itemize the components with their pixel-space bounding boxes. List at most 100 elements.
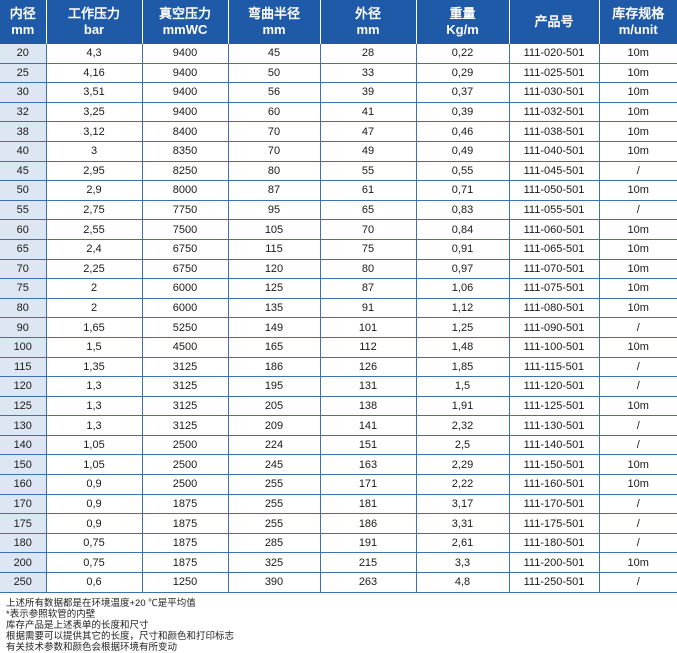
table-cell: 1,3: [46, 396, 142, 416]
table-cell: 10m: [599, 298, 677, 318]
column-header-title: 产品号: [510, 14, 599, 30]
table-cell: 40: [0, 141, 46, 161]
table-cell: 181: [320, 494, 416, 514]
table-cell: 111-038-501: [509, 122, 599, 142]
table-cell: 38: [0, 122, 46, 142]
column-header-unit: Kg/m: [417, 22, 509, 38]
table-cell: 55: [320, 161, 416, 181]
table-cell: 49: [320, 141, 416, 161]
table-cell: 3: [46, 141, 142, 161]
table-cell: 111-025-501: [509, 63, 599, 83]
table-cell: 0,49: [416, 141, 509, 161]
table-cell: 6000: [142, 279, 228, 299]
table-cell: 151: [320, 435, 416, 455]
table-cell: 7500: [142, 220, 228, 240]
table-cell: 0,75: [46, 533, 142, 553]
table-cell: 255: [228, 514, 320, 534]
table-cell: 10m: [599, 141, 677, 161]
table-cell: 1,05: [46, 455, 142, 475]
table-cell: 2,61: [416, 533, 509, 553]
table-cell: 1875: [142, 533, 228, 553]
table-cell: 263: [320, 573, 416, 593]
table-cell: 75: [320, 239, 416, 259]
table-cell: 41: [320, 102, 416, 122]
table-cell: 191: [320, 533, 416, 553]
footnote-line: *表示参照软管的内壁: [6, 609, 234, 620]
table-cell: 39: [320, 83, 416, 103]
table-cell: 10m: [599, 220, 677, 240]
table-cell: 285: [228, 533, 320, 553]
table-cell: 125: [0, 396, 46, 416]
table-cell: /: [599, 357, 677, 377]
table-cell: 4,16: [46, 63, 142, 83]
table-cell: 10m: [599, 63, 677, 83]
column-header-unit: mmWC: [143, 22, 228, 38]
table-cell: 111-030-501: [509, 83, 599, 103]
column-header-unit: mm: [229, 22, 320, 38]
table-cell: 0,9: [46, 475, 142, 495]
footnote-line: 有关技术参数和颜色会根据环境有所变动: [6, 642, 234, 653]
table-cell: 111-075-501: [509, 279, 599, 299]
table-cell: 390: [228, 573, 320, 593]
table-cell: 130: [0, 416, 46, 436]
table-cell: 3,31: [416, 514, 509, 534]
table-cell: 200: [0, 553, 46, 573]
table-cell: 1,5: [416, 377, 509, 397]
table-cell: 135: [228, 298, 320, 318]
table-cell: 120: [228, 259, 320, 279]
table-cell: 115: [228, 239, 320, 259]
table-cell: 1250: [142, 573, 228, 593]
table-cell: 10m: [599, 259, 677, 279]
table-cell: 138: [320, 396, 416, 416]
table-cell: 2,4: [46, 239, 142, 259]
table-cell: 56: [228, 83, 320, 103]
table-cell: 111-120-501: [509, 377, 599, 397]
table-cell: 3125: [142, 377, 228, 397]
table-cell: 9400: [142, 44, 228, 63]
table-cell: /: [599, 200, 677, 220]
table-cell: 125: [228, 279, 320, 299]
table-cell: 2,75: [46, 200, 142, 220]
table-cell: 45: [228, 44, 320, 63]
table-cell: 7750: [142, 200, 228, 220]
table-cell: 2,29: [416, 455, 509, 475]
table-cell: 224: [228, 435, 320, 455]
table-cell: 3,12: [46, 122, 142, 142]
table-cell: 65: [0, 239, 46, 259]
column-header-title: 库存规格: [600, 6, 677, 22]
table-cell: 3125: [142, 357, 228, 377]
table-cell: 0,37: [416, 83, 509, 103]
table-cell: 0,29: [416, 63, 509, 83]
table-cell: 1,65: [46, 318, 142, 338]
table-cell: 30: [0, 83, 46, 103]
table-cell: 0,9: [46, 494, 142, 514]
table-cell: 2,22: [416, 475, 509, 495]
table-cell: 1,5: [46, 337, 142, 357]
table-cell: 9400: [142, 63, 228, 83]
table-cell: 1,05: [46, 435, 142, 455]
table-cell: 3125: [142, 416, 228, 436]
table-cell: 90: [0, 318, 46, 338]
table-cell: 10m: [599, 553, 677, 573]
